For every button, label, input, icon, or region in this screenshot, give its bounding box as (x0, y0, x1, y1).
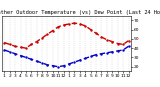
Title: Milwaukee Weather Outdoor Temperature (vs) Dew Point (Last 24 Hours): Milwaukee Weather Outdoor Temperature (v… (0, 10, 160, 15)
